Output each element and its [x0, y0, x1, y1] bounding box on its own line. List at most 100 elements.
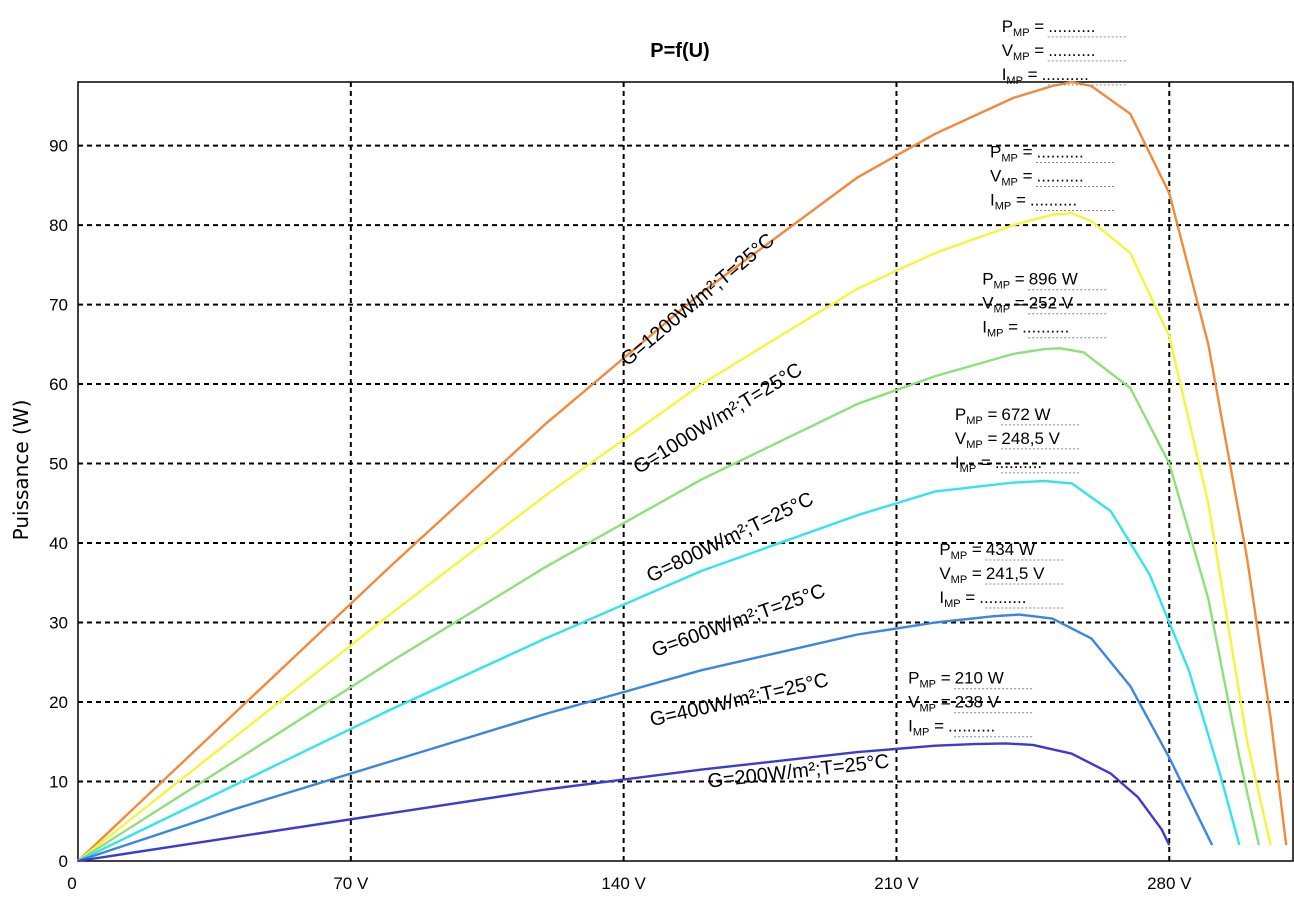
- series-line-4: [77, 613, 1214, 863]
- mpp-subscript: MP: [987, 328, 1004, 340]
- mpp-value: 672 W: [1001, 405, 1050, 424]
- mpp-equals: =: [967, 540, 982, 559]
- mpp-symbol: P: [939, 540, 950, 559]
- mpp-value: ..........: [948, 717, 995, 736]
- x-tick-label: 280 V: [1147, 874, 1192, 893]
- series-lines: [77, 80, 1288, 863]
- mpp-value: 238 V: [955, 693, 1000, 712]
- mpp-equals: =: [976, 453, 991, 472]
- mpp-subscript: MP: [944, 598, 961, 610]
- mpp-subscript: MP: [994, 280, 1011, 292]
- mpp-subscript: MP: [1013, 27, 1030, 39]
- mpp-value: 896 W: [1029, 270, 1078, 289]
- mpp-symbol: P: [908, 669, 919, 688]
- mpp-line-p: PMP =..........: [1002, 17, 1096, 39]
- mpp-subscript: MP: [951, 550, 968, 562]
- mpp-equals: =: [967, 564, 982, 583]
- mpp-symbol: I: [939, 588, 944, 607]
- mpp-equals: =: [1030, 17, 1045, 36]
- mpp-line-i: IMP =..........: [939, 588, 1026, 610]
- y-tick-label: 10: [49, 773, 68, 792]
- mpp-value: ..........: [979, 588, 1026, 607]
- series-line-5: [77, 742, 1171, 863]
- mpp-symbol: V: [1002, 41, 1014, 60]
- mpp-equals: =: [929, 717, 944, 736]
- x-tick-label: 0: [67, 874, 76, 893]
- mpp-symbol: I: [955, 453, 960, 472]
- grid: [78, 82, 1294, 861]
- y-tick-label: 60: [49, 375, 68, 394]
- mpp-value: ..........: [995, 453, 1042, 472]
- mpp-subscript: MP: [1013, 51, 1030, 63]
- mpp-symbol: P: [1002, 17, 1013, 36]
- mpp-line-p: PMP = 434 W: [939, 540, 1035, 562]
- mpp-value: ..........: [1037, 167, 1084, 186]
- mpp-line-v: VMP =..........: [1002, 41, 1096, 63]
- mpp-value: 248,5 V: [1001, 429, 1060, 448]
- mpp-symbol: I: [982, 318, 987, 337]
- mpp-subscript: MP: [995, 201, 1012, 213]
- mpp-line-i: IMP =..........: [1002, 65, 1089, 87]
- mpp-equals: =: [1018, 143, 1033, 162]
- mpp-symbol: V: [955, 429, 967, 448]
- mpp-equals: =: [1003, 318, 1018, 337]
- mpp-line-i: IMP =..........: [955, 453, 1042, 475]
- mpp-value: 434 W: [986, 540, 1035, 559]
- series-line-3: [77, 479, 1241, 863]
- y-tick-label: 20: [49, 693, 68, 712]
- mpp-symbol: P: [955, 405, 966, 424]
- y-tick-label: 50: [49, 455, 68, 474]
- mpp-value: ..........: [1048, 17, 1095, 36]
- mpp-value: ..........: [1037, 143, 1084, 162]
- y-tick-label: 90: [49, 137, 68, 156]
- mpp-line-v: VMP = 241,5 V: [939, 564, 1045, 586]
- chart-title: P=f(U): [650, 40, 709, 62]
- series-line-0: [77, 80, 1288, 862]
- mpp-line-p: PMP = 210 W: [908, 669, 1004, 691]
- mpp-equals: =: [961, 588, 976, 607]
- mpp-subscript: MP: [1001, 153, 1018, 165]
- mpp-annotation: PMP = ..........VMP = ..........IMP =.....…: [1002, 17, 1126, 87]
- mpp-subscript: MP: [919, 679, 936, 691]
- mpp-value: ..........: [1048, 41, 1095, 60]
- mpp-equals: =: [1030, 41, 1045, 60]
- mpp-equals: =: [936, 669, 951, 688]
- mpp-value: ..........: [1042, 65, 1089, 84]
- mpp-symbol: V: [990, 167, 1002, 186]
- mpp-equals: =: [1023, 65, 1038, 84]
- y-axis-label: Puissance (W): [9, 400, 33, 541]
- y-tick-label: 40: [49, 534, 68, 553]
- mpp-line-v: VMP = 248,5 V: [955, 429, 1061, 451]
- mpp-symbol: P: [990, 143, 1001, 162]
- mpp-equals: =: [983, 405, 998, 424]
- mpp-line-i: IMP =..........: [990, 191, 1077, 213]
- series-line-1: [77, 212, 1272, 862]
- x-tick-label: 140 V: [601, 874, 646, 893]
- mpp-subscript: MP: [951, 574, 968, 586]
- mpp-line-p: PMP = 896 W: [982, 270, 1078, 292]
- mpp-subscript: MP: [1001, 177, 1018, 189]
- mpp-symbol: V: [908, 693, 920, 712]
- mpp-equals: =: [1011, 191, 1026, 210]
- mpp-subscript: MP: [966, 439, 983, 451]
- mpp-subscript: MP: [960, 463, 977, 475]
- x-tick-label: 70 V: [333, 874, 369, 893]
- mpp-value: ..........: [1022, 318, 1069, 337]
- mpp-symbol: P: [982, 270, 993, 289]
- mpp-value: 252 V: [1029, 294, 1074, 313]
- mpp-line-i: IMP =..........: [982, 318, 1069, 340]
- mpp-symbol: I: [1002, 65, 1007, 84]
- mpp-symbol: V: [982, 294, 994, 313]
- mpp-symbol: I: [990, 191, 995, 210]
- mpp-line-p: PMP =..........: [990, 143, 1084, 165]
- mpp-line-p: PMP = 672 W: [955, 405, 1051, 427]
- mpp-equals: =: [983, 429, 998, 448]
- mpp-symbol: V: [939, 564, 951, 583]
- mpp-equals: =: [1010, 294, 1025, 313]
- y-tick-label: 0: [59, 852, 68, 871]
